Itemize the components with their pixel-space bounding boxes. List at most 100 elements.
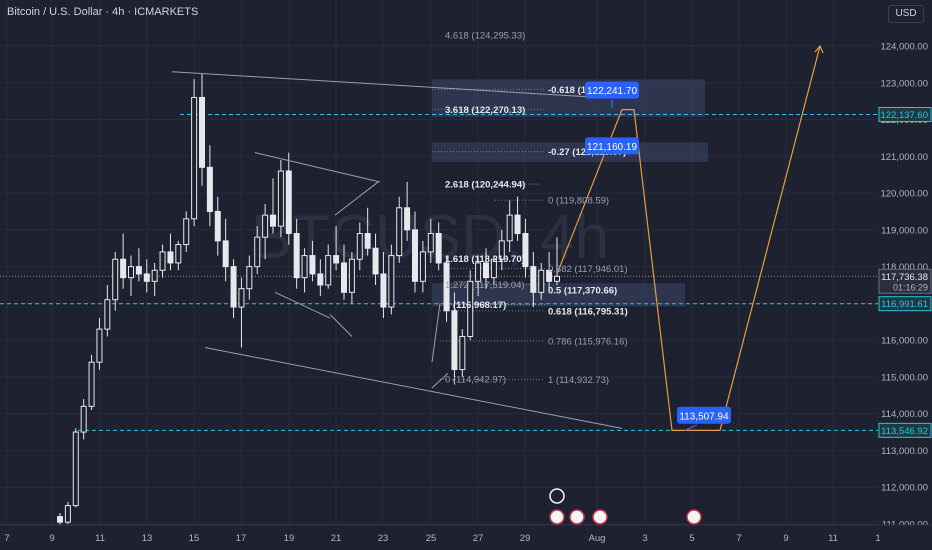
flag-event-icon xyxy=(592,509,608,525)
callout-pointer xyxy=(684,424,698,431)
price-tag xyxy=(878,268,932,294)
price-tag xyxy=(878,106,932,122)
candle-body xyxy=(112,258,119,301)
candle-body xyxy=(230,266,237,308)
candle-body xyxy=(427,233,434,253)
candle-body xyxy=(364,233,371,249)
candle-body xyxy=(396,207,403,257)
price-tag-label: 117,736.38 xyxy=(881,272,928,283)
candle-body xyxy=(483,262,489,279)
candle-body xyxy=(293,233,300,279)
candle-body xyxy=(104,299,111,330)
fib-label: 0 (114,942.97) xyxy=(445,375,506,386)
candle-body xyxy=(206,166,213,212)
candle-body xyxy=(143,273,150,282)
candle-body xyxy=(490,258,497,279)
candle-body xyxy=(254,236,261,268)
candle-body xyxy=(285,170,292,235)
projection-arrowhead xyxy=(814,44,824,54)
candle-body xyxy=(514,214,521,235)
target-zone xyxy=(432,283,685,307)
price-callout-text: 122,241.70 xyxy=(587,86,637,97)
currency-button[interactable]: USD xyxy=(888,5,924,23)
candle-body xyxy=(128,266,134,279)
candle-body xyxy=(380,273,387,308)
time-axis xyxy=(0,525,932,550)
trendline xyxy=(204,347,623,429)
time-axis-tick: 3 xyxy=(642,533,647,544)
candle-body xyxy=(443,262,450,312)
candle-body xyxy=(175,244,182,264)
price-axis-tick: 116,000.00 xyxy=(881,336,928,347)
fib-label: 4.618 (124,295.33) xyxy=(445,31,525,42)
time-axis-tick: 17 xyxy=(236,533,247,544)
candle-body xyxy=(538,269,545,293)
candle-body xyxy=(325,255,332,286)
price-tag-label: 113,546.92 xyxy=(881,426,928,437)
candle-body xyxy=(151,269,158,282)
candle-body xyxy=(191,96,198,220)
price-callout-badge xyxy=(585,137,639,155)
price-axis-tick: 123,000.00 xyxy=(880,78,928,89)
candle-body xyxy=(183,218,190,246)
time-axis-tick: 27 xyxy=(473,533,484,544)
candle-body xyxy=(554,275,560,282)
fib-label: 0 (119,808.59) xyxy=(548,196,609,207)
fib-label: 0.382 (117,946.01) xyxy=(548,264,628,275)
candle-body xyxy=(388,255,395,308)
time-axis-tick: 25 xyxy=(426,533,437,544)
time-axis-tick: 1 xyxy=(875,533,880,544)
price-tag-label: 122,137.60 xyxy=(880,110,928,121)
fib-label: 2.618 (120,244.94) xyxy=(445,180,525,191)
trendline xyxy=(431,303,441,363)
candle-body xyxy=(459,335,466,371)
candle-body xyxy=(309,255,316,275)
candle-body xyxy=(199,96,205,168)
trendline xyxy=(171,71,601,98)
price-axis-tick: 120,000.00 xyxy=(880,189,928,200)
candle-body xyxy=(120,258,127,279)
candle-body xyxy=(222,240,229,268)
price-axis-tick: 114,000.00 xyxy=(881,409,928,420)
time-axis-tick: 19 xyxy=(284,533,295,544)
candle-body xyxy=(419,251,426,282)
price-tag-label: 116,991.61 xyxy=(881,299,928,310)
candle-body xyxy=(64,505,71,523)
price-axis-tick: 115,000.00 xyxy=(881,372,928,383)
time-axis-tick: 15 xyxy=(189,533,200,544)
trendline xyxy=(334,181,379,216)
price-tag xyxy=(878,296,932,312)
candle-body xyxy=(522,233,529,268)
candle-body xyxy=(317,273,324,286)
candle-body xyxy=(356,233,363,260)
fib-label: 1.272 (117,519.04) xyxy=(445,280,525,291)
time-axis-tick: 29 xyxy=(520,533,531,544)
candle-body xyxy=(333,255,340,264)
time-axis-tick: 7 xyxy=(4,533,9,544)
candle-body xyxy=(57,516,63,523)
time-axis-tick: 9 xyxy=(49,533,54,544)
time-axis-tick: 11 xyxy=(95,533,105,544)
candle-body xyxy=(506,214,513,242)
price-callout-text: 113,507.94 xyxy=(679,411,729,422)
fib-label: 0.786 (115,976.16) xyxy=(548,337,628,348)
candle-body xyxy=(159,251,166,271)
lightning-event-icon xyxy=(549,488,565,504)
fib-label: 0.618 (116,795.31) xyxy=(548,306,628,317)
trendline xyxy=(274,291,331,319)
candle-body xyxy=(341,262,347,293)
time-axis-tick: 23 xyxy=(378,533,389,544)
candle-body xyxy=(546,269,553,282)
price-axis-tick: 112,000.00 xyxy=(881,483,928,494)
candle-body xyxy=(451,310,458,371)
target-zone xyxy=(432,79,705,117)
candle-body xyxy=(80,405,87,433)
candle-body xyxy=(167,251,174,264)
chart-title: Bitcoin / U.S. Dollar · 4h · ICMARKETS xyxy=(7,6,199,18)
fib-label: 1 (114,932.73) xyxy=(548,375,609,386)
time-axis-tick: 9 xyxy=(783,533,788,544)
price-callout-badge xyxy=(585,81,639,99)
candle-body xyxy=(348,258,355,293)
